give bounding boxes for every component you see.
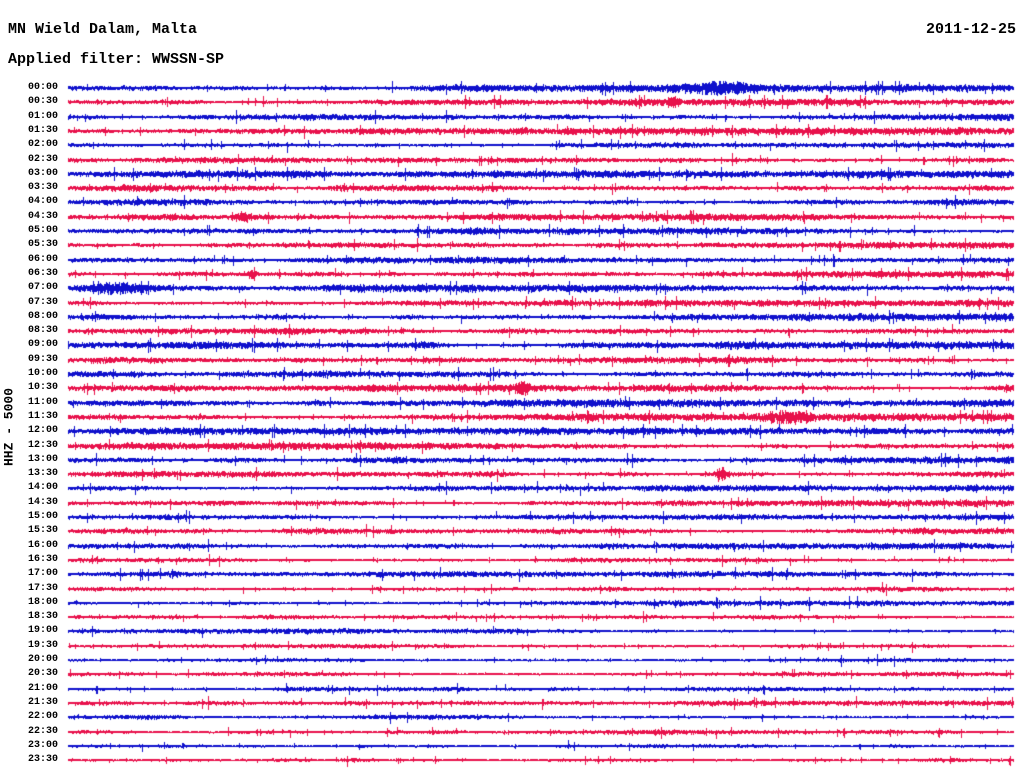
time-label: 01:30 [27, 125, 58, 136]
time-label: 11:30 [27, 411, 58, 422]
time-label: 16:00 [27, 540, 58, 551]
page-title: MN Wield Dalam, Malta [8, 21, 198, 38]
time-label: 21:00 [27, 683, 58, 694]
time-label: 14:30 [27, 497, 58, 508]
time-label: 00:00 [27, 82, 58, 93]
time-label: 09:30 [27, 354, 58, 365]
time-label: 17:00 [27, 568, 58, 579]
time-label: 18:30 [27, 611, 58, 622]
time-label: 09:00 [27, 339, 58, 350]
time-label: 12:00 [27, 425, 58, 436]
time-label: 06:00 [27, 254, 58, 265]
time-label: 05:00 [27, 225, 58, 236]
time-label: 04:00 [27, 196, 58, 207]
time-label: 07:30 [27, 297, 58, 308]
time-label: 13:30 [27, 468, 58, 479]
time-label: 02:30 [27, 154, 58, 165]
date-label: 2011-12-25 [925, 21, 1016, 38]
time-label: 19:00 [27, 625, 58, 636]
time-label: 10:00 [27, 368, 58, 379]
filter-label: Applied filter: WWSSN-SP [8, 51, 225, 68]
time-label: 14:00 [27, 482, 58, 493]
time-label: 23:00 [27, 740, 58, 751]
time-label: 16:30 [27, 554, 58, 565]
time-label: 11:00 [27, 397, 58, 408]
time-label: 08:30 [27, 325, 58, 336]
time-label: 03:00 [27, 168, 58, 179]
time-label: 13:00 [27, 454, 58, 465]
time-label: 07:00 [27, 282, 58, 293]
time-label: 12:30 [27, 440, 58, 451]
time-label: 05:30 [27, 239, 58, 250]
time-label: 08:00 [27, 311, 58, 322]
time-label: 15:30 [27, 525, 58, 536]
time-label: 01:00 [27, 111, 58, 122]
time-label: 17:30 [27, 583, 58, 594]
time-label: 20:30 [27, 668, 58, 679]
time-label: 10:30 [27, 382, 58, 393]
time-label: 20:00 [27, 654, 58, 665]
time-label: 02:00 [27, 139, 58, 150]
time-label: 18:00 [27, 597, 58, 608]
time-label: 23:30 [27, 754, 58, 765]
time-label: 22:30 [27, 726, 58, 737]
time-label: 06:30 [27, 268, 58, 279]
time-label: 04:30 [27, 211, 58, 222]
time-label: 15:00 [27, 511, 58, 522]
time-label: 00:30 [27, 96, 58, 107]
time-label: 21:30 [27, 697, 58, 708]
time-label: 19:30 [27, 640, 58, 651]
time-label: 03:30 [27, 182, 58, 193]
time-label: 22:00 [27, 711, 58, 722]
